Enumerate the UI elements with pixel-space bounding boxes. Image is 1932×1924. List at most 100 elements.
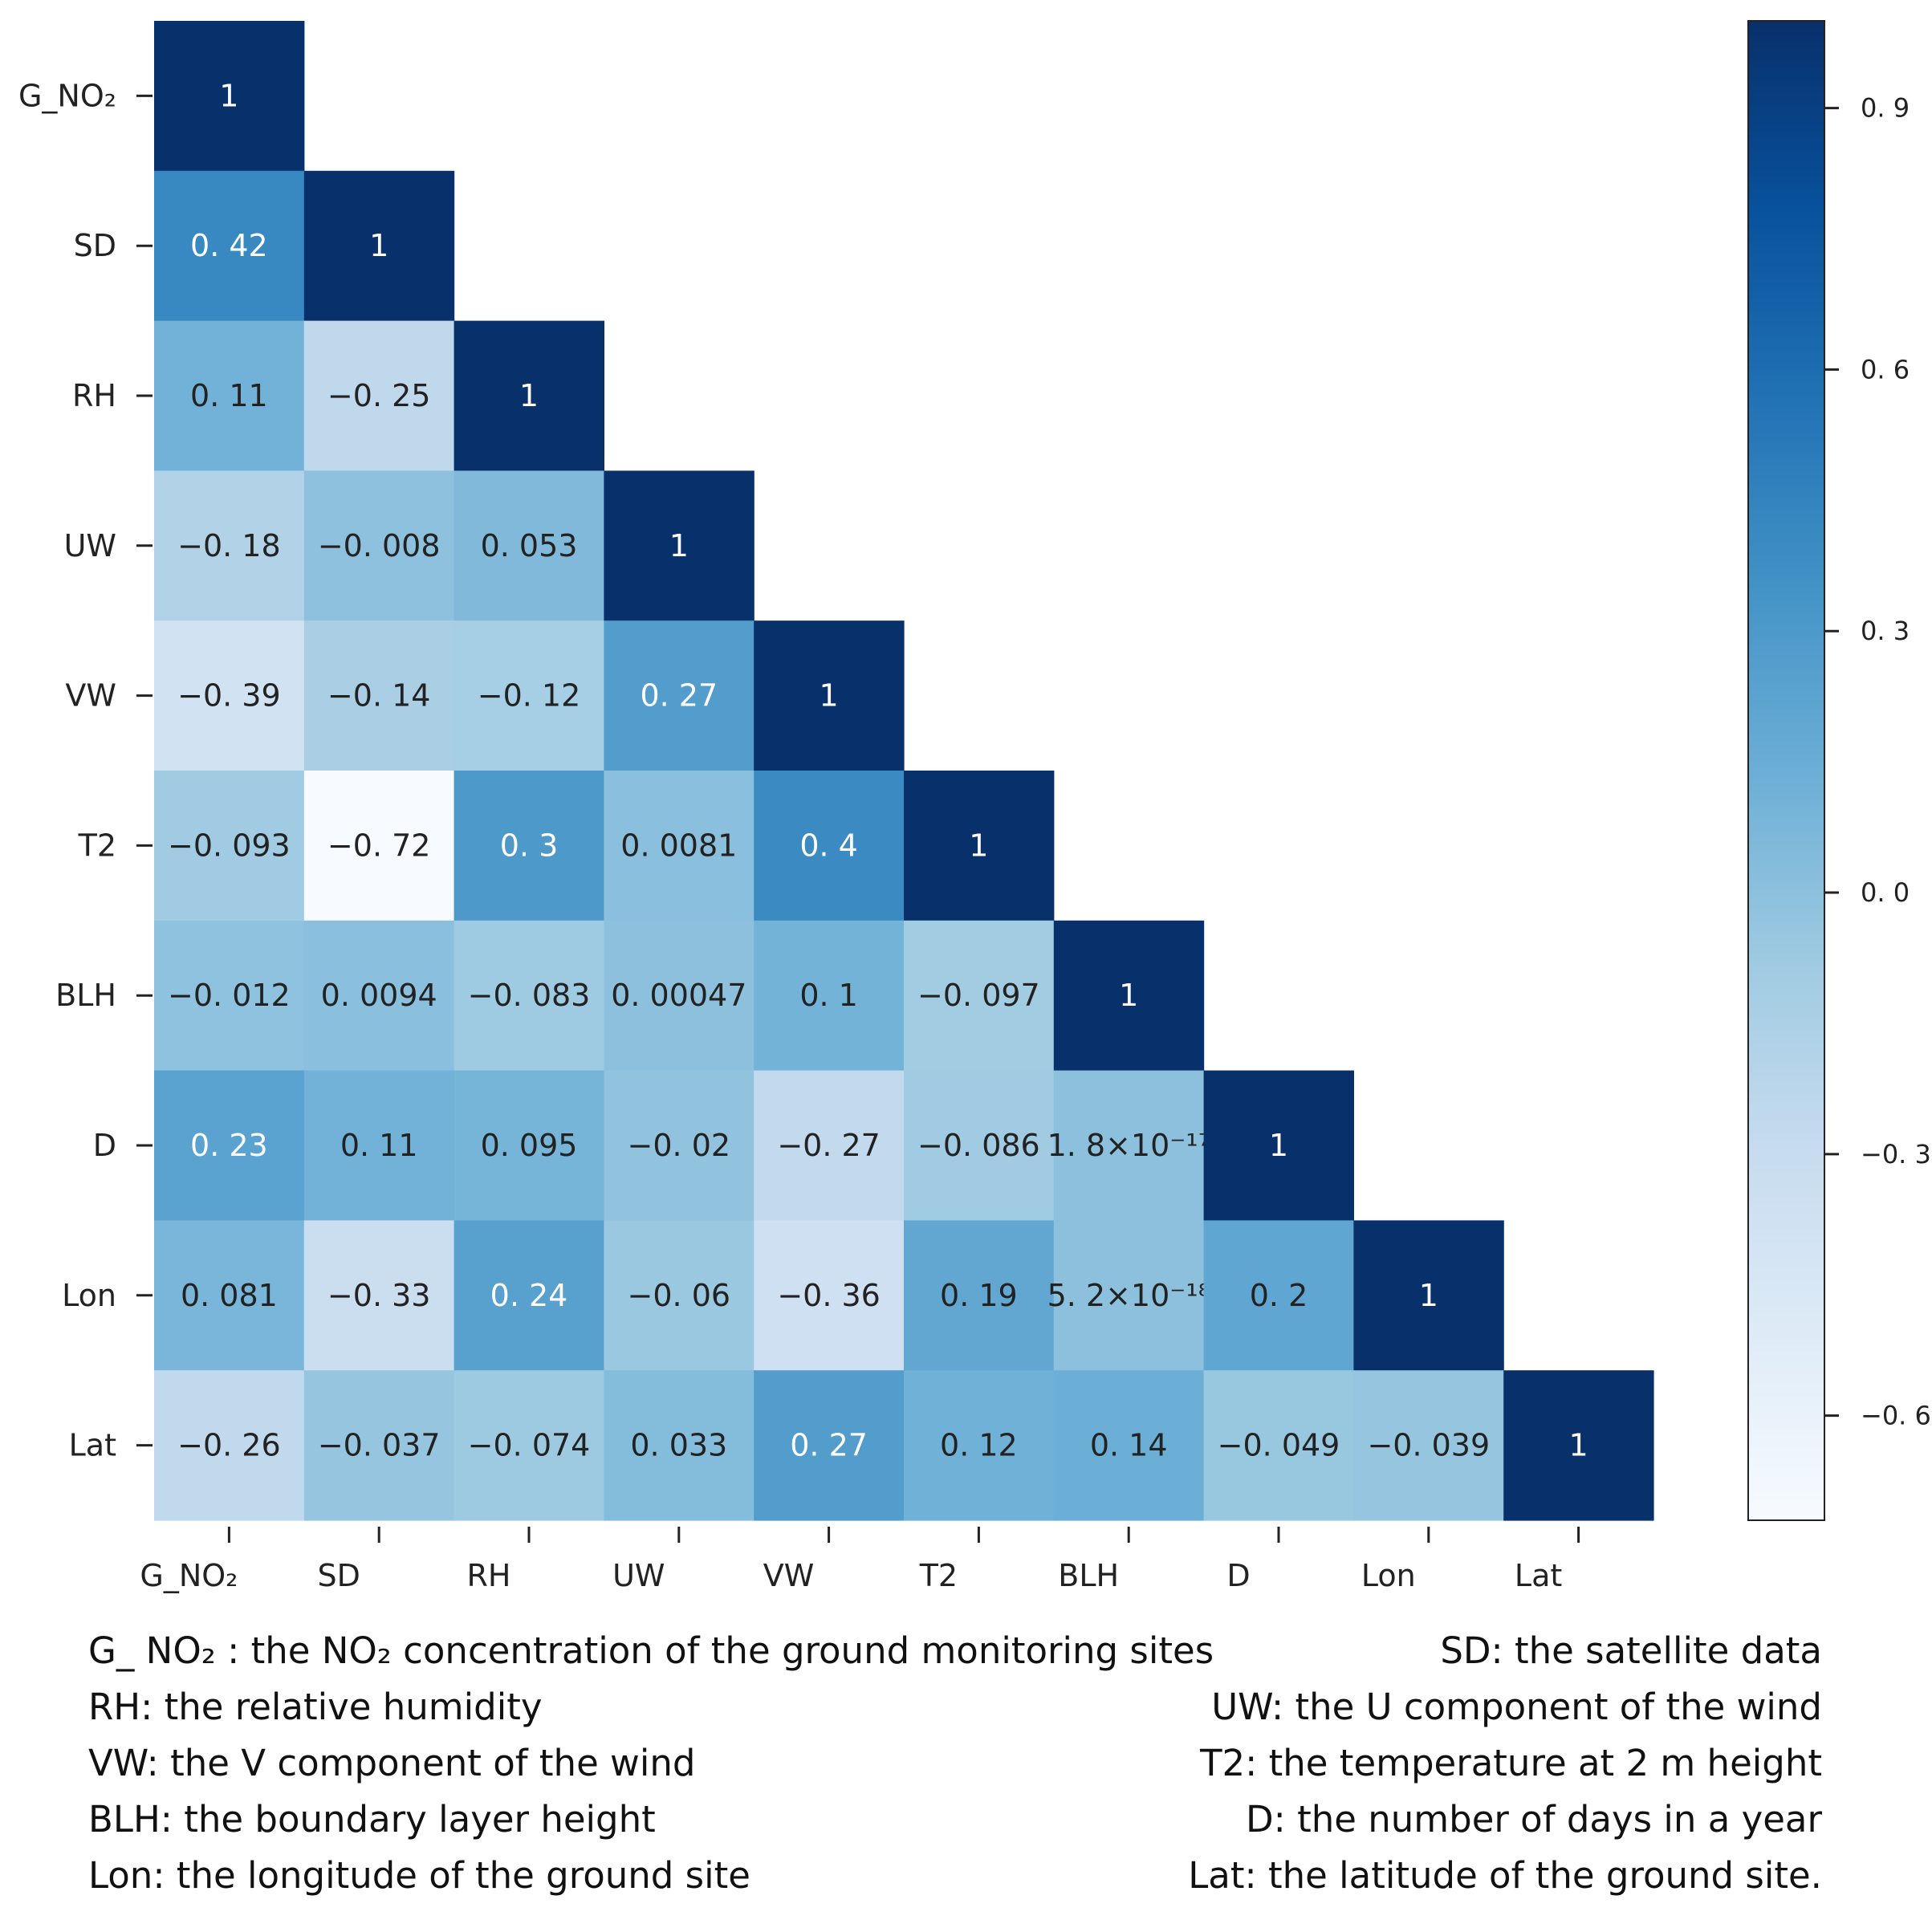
colorbar-tick-label: 0. 3 [1861,616,1910,646]
cell-value-label: 1 [519,378,539,413]
heatmap-cell [604,620,754,771]
cell-value-label: 0. 0081 [620,828,737,863]
colorbar-tick-label: 0. 0 [1861,877,1910,908]
cell-value-label: 0. 2 [1250,1278,1308,1313]
heatmap-cell [604,1370,754,1521]
heatmap-cell [754,1070,905,1221]
heatmap-cell [303,1070,455,1221]
cell-value-label: 1 [1119,978,1138,1013]
heatmap-cell [154,771,305,921]
cell-value-label: −0. 18 [177,528,281,563]
cell-value-label: 1. 8×10⁻¹⁷ [1047,1128,1210,1163]
legend-entry-uw: UW: the U component of the wind [1211,1686,1822,1728]
legend-row: RH: the relative humidity UW: the U comp… [88,1686,1822,1742]
cell-value-label: −0. 72 [327,828,431,863]
cell-value-label: 0. 033 [630,1428,727,1463]
heatmap-cell [454,1370,604,1521]
cell-value-label: 0. 27 [790,1428,868,1463]
cell-value-label: 1 [219,78,238,113]
x-tick-label: Lon [1361,1558,1416,1593]
heatmap-cell [904,920,1055,1072]
heatmap-cell [1203,1370,1354,1521]
cell-value-label: −0. 26 [177,1428,281,1463]
heatmap-cell [154,170,305,322]
cell-value-label: 0. 0094 [321,978,437,1013]
variable-legend: G_ NO₂ : the NO₂ concentration of the gr… [88,1629,1822,1918]
cell-value-label: 0. 23 [190,1128,268,1163]
legend-entry-blh: BLH: the boundary layer height [88,1798,656,1841]
cell-value-label: 1 [969,828,988,863]
heatmap-cell [303,920,455,1072]
heatmap-cell [1053,920,1205,1072]
y-tick-label: G_NO₂ [18,78,116,113]
x-tick-label: D [1226,1558,1250,1593]
colorbar-tick-label: −0. 3 [1861,1139,1931,1169]
legend-entry-t2: T2: the temperature at 2 m height [1200,1742,1822,1784]
legend-entry-lat: Lat: the latitude of the ground site. [1188,1854,1822,1897]
cell-value-label: −0. 086 [917,1128,1040,1163]
heatmap-cell [604,920,754,1072]
y-tick-label: D [93,1128,116,1163]
legend-row: BLH: the boundary layer height D: the nu… [88,1798,1822,1854]
heatmap-cell [754,620,905,771]
heatmap-cell [303,170,455,322]
heatmap-cell [154,470,305,621]
cell-value-label: 0. 27 [640,678,718,714]
legend-row: VW: the V component of the wind T2: the … [88,1742,1822,1798]
cell-value-label: 0. 081 [181,1278,278,1313]
cell-value-label: −0. 097 [917,978,1040,1013]
cell-value-label: 1 [1419,1278,1438,1313]
heatmap-cell [154,320,305,471]
y-tick-label: T2 [78,828,116,863]
cell-value-label: −0. 037 [318,1428,441,1463]
cell-value-label: 0. 14 [1090,1428,1168,1463]
heatmap-cell [154,21,305,172]
legend-entry-g-no2: G_ NO₂ : the NO₂ concentration of the gr… [88,1629,1214,1672]
cell-value-label: 0. 11 [190,378,268,413]
x-tick-label: T2 [919,1558,958,1593]
heatmap-cell [154,1220,305,1371]
cell-value-label: 5. 2×10⁻¹⁸ [1047,1278,1210,1313]
cell-value-label: 0. 095 [481,1128,578,1163]
cell-value-label: −0. 25 [327,378,431,413]
heatmap-cell [303,620,455,771]
y-tick-label: UW [64,528,116,563]
colorbar-gradient [1747,20,1825,1521]
heatmap-cell [154,1370,305,1521]
heatmap-cell [154,620,305,771]
cell-value-label: −0. 36 [777,1278,881,1313]
legend-row: G_ NO₂ : the NO₂ concentration of the gr… [88,1629,1822,1686]
heatmap-cell [303,320,455,471]
heatmap-cell [303,1370,455,1521]
cell-value-label: −0. 049 [1218,1428,1340,1463]
cell-value-label: 1 [669,528,689,563]
heatmap-cell [454,1070,604,1221]
heatmap-cell [904,771,1055,921]
y-tick-label: VW [65,678,116,714]
cell-value-label: −0. 12 [478,678,581,714]
heatmap-cell [454,1220,604,1371]
legend-entry-d: D: the number of days in a year [1245,1798,1822,1841]
legend-entry-rh: RH: the relative humidity [88,1686,543,1728]
x-axis-ticks: G_NO₂ SD RH UW VW T2 BLH D Lon Lat [140,1527,1580,1593]
x-tick-label: Lat [1515,1558,1562,1593]
heatmap-cell [1353,1370,1504,1521]
y-tick-label: RH [72,378,116,413]
x-tick-label: G_NO₂ [140,1558,238,1593]
cell-value-label: 1 [820,678,839,714]
heatmap-cell [303,771,455,921]
heatmap-cell [303,1220,455,1371]
cell-value-label: −0. 039 [1367,1428,1490,1463]
heatmap-cell [604,1070,754,1221]
x-tick-label: VW [763,1558,815,1593]
cell-value-label: −0. 27 [777,1128,881,1163]
heatmap-cell [904,1070,1055,1221]
x-tick-label: RH [467,1558,511,1593]
cell-value-label: 1 [369,228,388,263]
cell-value-label: −0. 33 [327,1278,431,1313]
legend-entry-lon: Lon: the longitude of the ground site [88,1854,750,1897]
heatmap-cell [904,1220,1055,1371]
legend-entry-vw: VW: the V component of the wind [88,1742,696,1784]
correlation-heatmap: 10. 42 10. 11 −0. 25 1−0. 18 −0. 008 0. 053 1−… [18,20,1931,1593]
heatmap-cell [754,1370,905,1521]
